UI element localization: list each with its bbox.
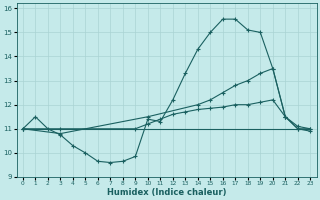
X-axis label: Humidex (Indice chaleur): Humidex (Indice chaleur) bbox=[107, 188, 226, 197]
